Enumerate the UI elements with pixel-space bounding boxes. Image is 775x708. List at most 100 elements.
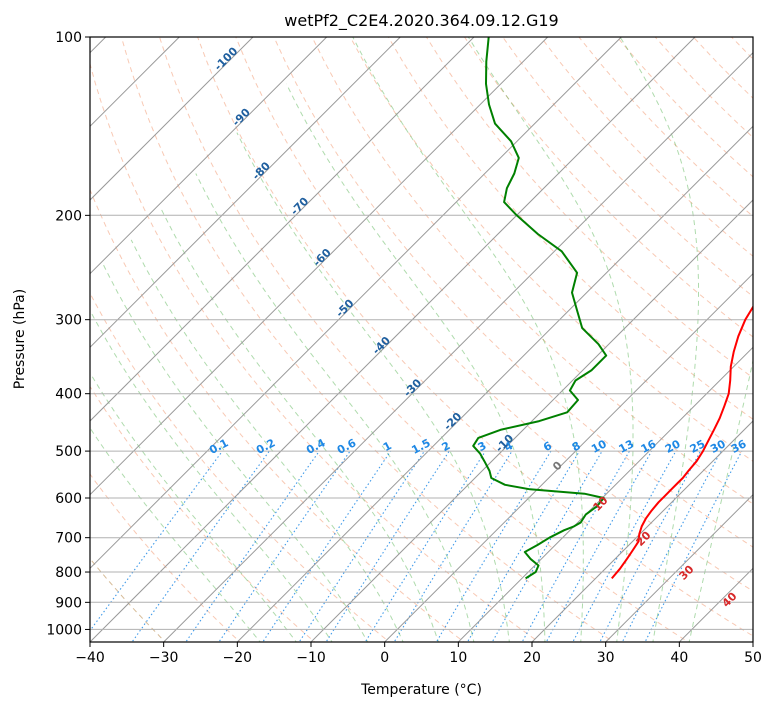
isotherm-line bbox=[605, 493, 753, 642]
mixing-ratio-label: 25 bbox=[688, 437, 708, 456]
isotherm-label: -50 bbox=[333, 297, 356, 320]
isotherm-line bbox=[531, 420, 753, 642]
y-tick-label: 300 bbox=[55, 313, 82, 329]
x-tick-label: 40 bbox=[670, 650, 688, 666]
x-axis-title: Temperature (°C) bbox=[360, 682, 482, 698]
y-tick-label: 400 bbox=[55, 387, 82, 403]
isotherm-line bbox=[90, 37, 254, 201]
dry-adiabat-line bbox=[654, 37, 753, 139]
moist-adiabat-line bbox=[90, 427, 261, 642]
isotherm-label: -80 bbox=[250, 159, 273, 182]
y-tick-label: 100 bbox=[55, 30, 82, 46]
y-tick-label: 1000 bbox=[46, 622, 82, 638]
isotherm-line bbox=[90, 37, 328, 275]
y-axis-ticks: 100 200 300 400 500 600 700 800 900 1000 bbox=[46, 30, 90, 638]
mixing-ratio-line bbox=[90, 450, 223, 632]
dry-adiabat-line bbox=[90, 473, 241, 642]
dry-adiabat-line bbox=[387, 37, 753, 420]
mixing-ratio-label: 16 bbox=[639, 437, 659, 456]
x-tick-label: −10 bbox=[296, 650, 326, 666]
x-tick-label: 20 bbox=[523, 650, 541, 666]
isotherm-line bbox=[457, 346, 753, 642]
mixing-ratio-label: 1 bbox=[381, 439, 394, 454]
moist-adiabat-line bbox=[101, 262, 369, 642]
y-axis-title: Pressure (hPa) bbox=[12, 289, 28, 389]
isotherm-line bbox=[752, 641, 753, 642]
dry-adiabat-line bbox=[197, 37, 753, 637]
chart-title: wetPf2_C2E4.2020.364.09.12.G19 bbox=[284, 11, 558, 31]
isotherm-label: -70 bbox=[288, 194, 311, 217]
x-tick-label: −40 bbox=[75, 650, 105, 666]
dry-adiabat-line bbox=[273, 37, 753, 548]
mixing-ratio-line bbox=[218, 450, 351, 642]
mixing-ratio-line bbox=[644, 450, 743, 642]
isotherm-label: -100 bbox=[212, 44, 241, 73]
y-tick-label: 200 bbox=[55, 208, 82, 224]
mixing-ratio-label: 10 bbox=[589, 437, 609, 456]
mixing-ratio-line bbox=[131, 450, 270, 642]
moist-adiabat-line bbox=[160, 208, 440, 642]
y-tick-label: 600 bbox=[55, 491, 82, 507]
isotherm-line bbox=[90, 37, 622, 570]
moist-adiabat-line bbox=[195, 173, 475, 642]
mixing-ratio-line bbox=[393, 450, 513, 642]
moist-adiabat-line bbox=[467, 37, 634, 642]
profile-line bbox=[611, 305, 753, 580]
x-tick-label: −30 bbox=[149, 650, 179, 666]
mixing-ratio-label: 0.2 bbox=[254, 436, 277, 457]
moist-adiabats bbox=[90, 37, 753, 642]
x-tick-label: −20 bbox=[223, 650, 253, 666]
y-tick-label: 700 bbox=[55, 531, 82, 547]
dry-adiabat-line bbox=[235, 37, 753, 592]
pressure-gridlines bbox=[90, 37, 753, 630]
dry-adiabat-line bbox=[90, 62, 540, 642]
x-tick-label: 10 bbox=[449, 650, 467, 666]
isotherm-line bbox=[90, 37, 401, 349]
moist-adiabat-line bbox=[130, 239, 404, 642]
mixing-ratio-line bbox=[621, 450, 722, 642]
dry-adiabat-line bbox=[311, 37, 753, 505]
moist-adiabat-line bbox=[688, 358, 753, 642]
temperature-label: 40 bbox=[720, 590, 740, 610]
isotherm-label: -60 bbox=[311, 246, 334, 269]
mixing-ratio-line bbox=[466, 450, 580, 642]
moist-adiabat-line bbox=[236, 132, 510, 642]
temperature-label: 0 bbox=[550, 458, 565, 473]
mixing-ratio-label: 0.6 bbox=[335, 436, 359, 457]
reference-line-labels: 0.1 0.2 0.4 0.6 1 1.5 2 3 4 6 8 10 13 16 20 25 30 36-100-… bbox=[207, 44, 749, 609]
mixing-ratio-line bbox=[572, 450, 677, 642]
x-axis-ticks: −40 −30 −20 −10 0 10 20 30 40 50 bbox=[75, 642, 762, 666]
mixing-ratio-label: 36 bbox=[729, 437, 749, 456]
isotherm-label: -90 bbox=[230, 106, 253, 129]
temperature-label: 30 bbox=[677, 562, 697, 582]
mixing-ratio-line bbox=[325, 450, 450, 642]
profile-series bbox=[472, 37, 753, 580]
dry-adiabat-line bbox=[770, 37, 775, 644]
mixing-ratio-label: 0.4 bbox=[304, 436, 328, 457]
plot-frame bbox=[89, 36, 754, 643]
moist-adiabat-line bbox=[352, 37, 584, 642]
dry-adiabat-line bbox=[692, 37, 753, 99]
x-tick-label: 50 bbox=[744, 650, 762, 666]
dry-adiabat-line bbox=[464, 37, 753, 338]
mixing-ratio-line bbox=[262, 450, 392, 642]
mixing-ratio-line bbox=[599, 450, 701, 642]
mixing-ratio-label: 1.5 bbox=[409, 436, 432, 457]
mixing-ratio-label: 13 bbox=[617, 437, 637, 456]
isotherm-line bbox=[678, 567, 753, 642]
isotherm-line bbox=[384, 272, 753, 642]
y-tick-label: 800 bbox=[55, 565, 82, 581]
x-tick-label: 30 bbox=[597, 650, 615, 666]
y-tick-label: 900 bbox=[55, 595, 82, 611]
dry-adiabat-line bbox=[425, 37, 753, 379]
profile-line bbox=[472, 37, 608, 580]
y-tick-label: 500 bbox=[55, 444, 82, 460]
dry-adiabat-line bbox=[349, 37, 753, 462]
dry-adiabat-line bbox=[90, 385, 316, 642]
isotherm-label: -20 bbox=[441, 410, 464, 433]
isotherm-label: -40 bbox=[370, 334, 393, 357]
isotherm-line bbox=[310, 199, 753, 642]
isotherm-line bbox=[90, 37, 475, 422]
x-tick-label: 0 bbox=[380, 650, 389, 666]
